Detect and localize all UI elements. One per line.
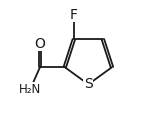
Text: F: F bbox=[70, 8, 78, 22]
Text: H₂N: H₂N bbox=[19, 83, 41, 96]
Text: O: O bbox=[35, 37, 45, 51]
Text: S: S bbox=[84, 77, 93, 91]
